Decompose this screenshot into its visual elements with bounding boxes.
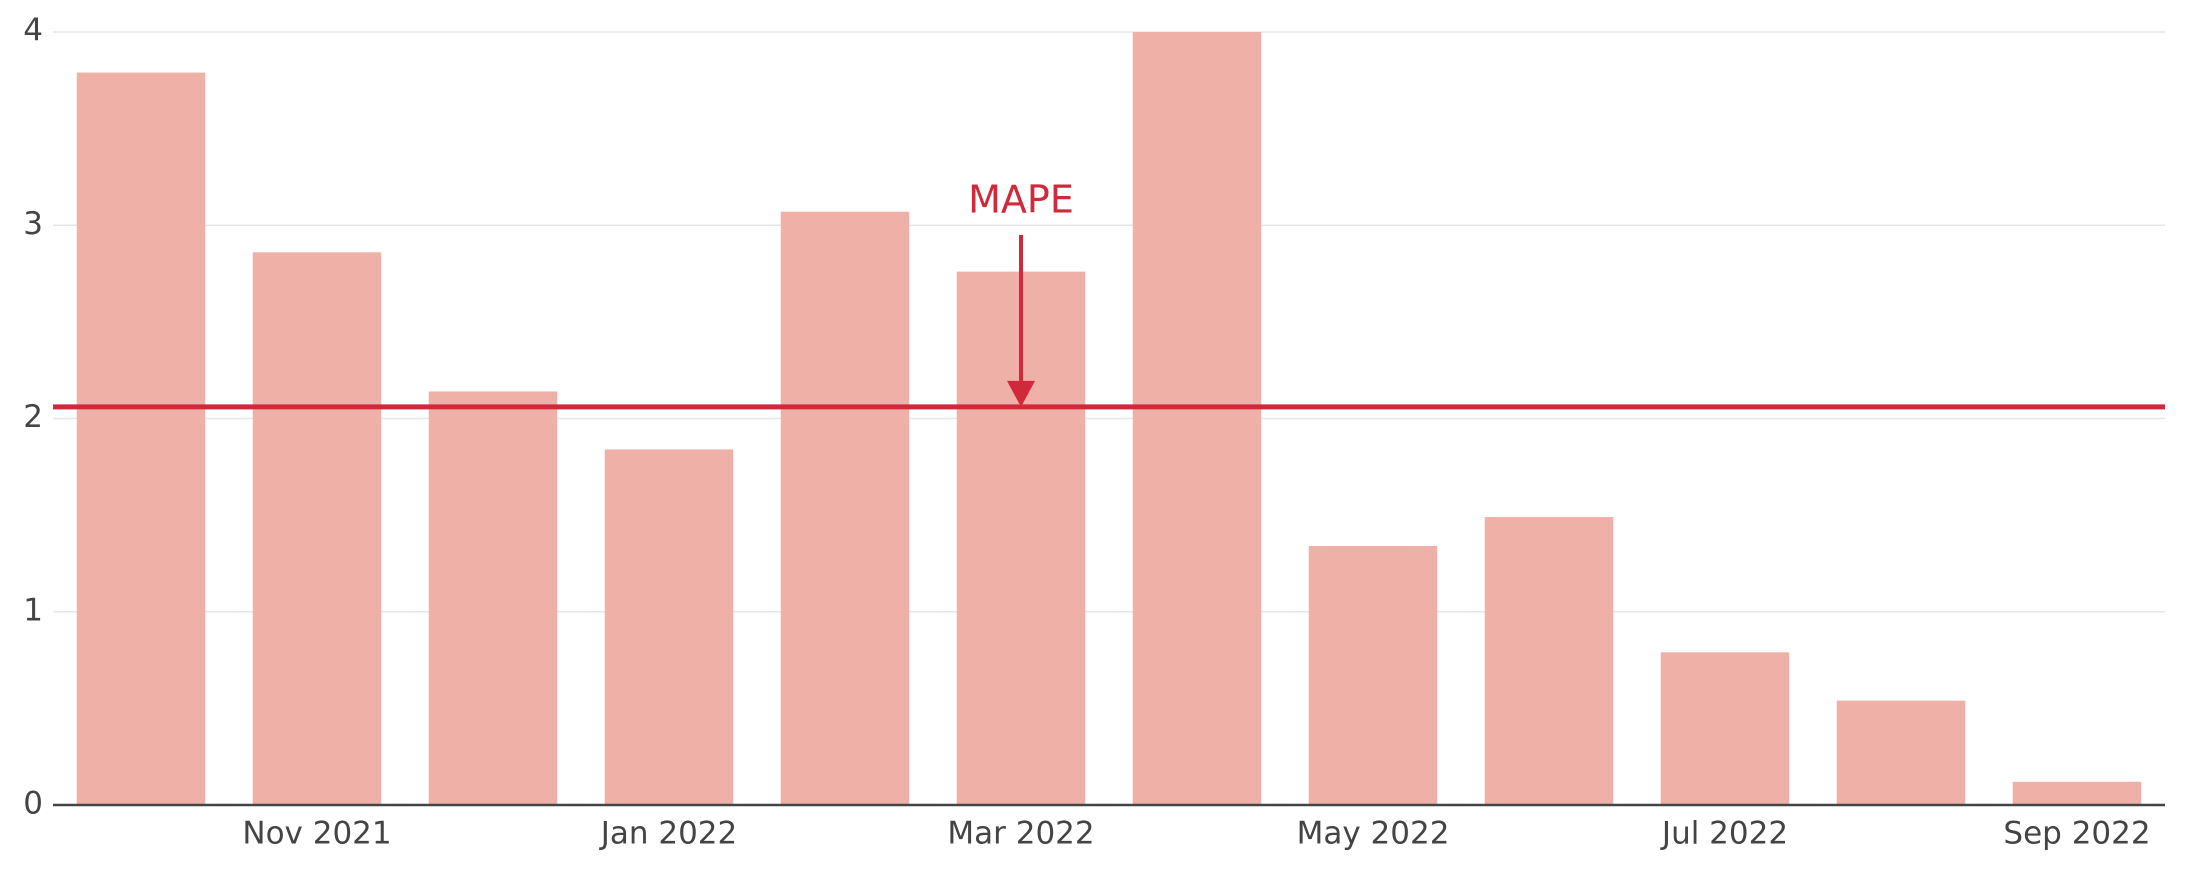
y-tick-label: 1 <box>23 592 43 628</box>
x-tick-label: Jul 2022 <box>1660 816 1788 852</box>
bar <box>1132 32 1262 805</box>
bar <box>76 72 206 805</box>
bar <box>604 449 734 805</box>
bar <box>1308 546 1438 805</box>
bar <box>780 211 910 805</box>
bar <box>252 252 382 805</box>
x-tick-label: Nov 2021 <box>242 816 391 852</box>
bar <box>428 391 558 805</box>
annotation-label: MAPE <box>968 178 1074 222</box>
annotation-arrowhead <box>1007 380 1035 407</box>
x-tick-label: Jan 2022 <box>599 816 738 852</box>
y-tick-label: 2 <box>23 399 43 435</box>
y-tick-label: 0 <box>23 786 43 822</box>
y-tick-label: 3 <box>23 206 43 242</box>
x-tick-label: Mar 2022 <box>947 816 1094 852</box>
bar <box>1484 517 1614 805</box>
x-tick-label: May 2022 <box>1297 816 1450 852</box>
bar <box>2012 781 2142 805</box>
x-tick-label: Sep 2022 <box>2003 816 2150 852</box>
bar <box>1836 700 1966 805</box>
y-tick-label: 4 <box>23 13 43 49</box>
bar <box>1660 652 1790 805</box>
